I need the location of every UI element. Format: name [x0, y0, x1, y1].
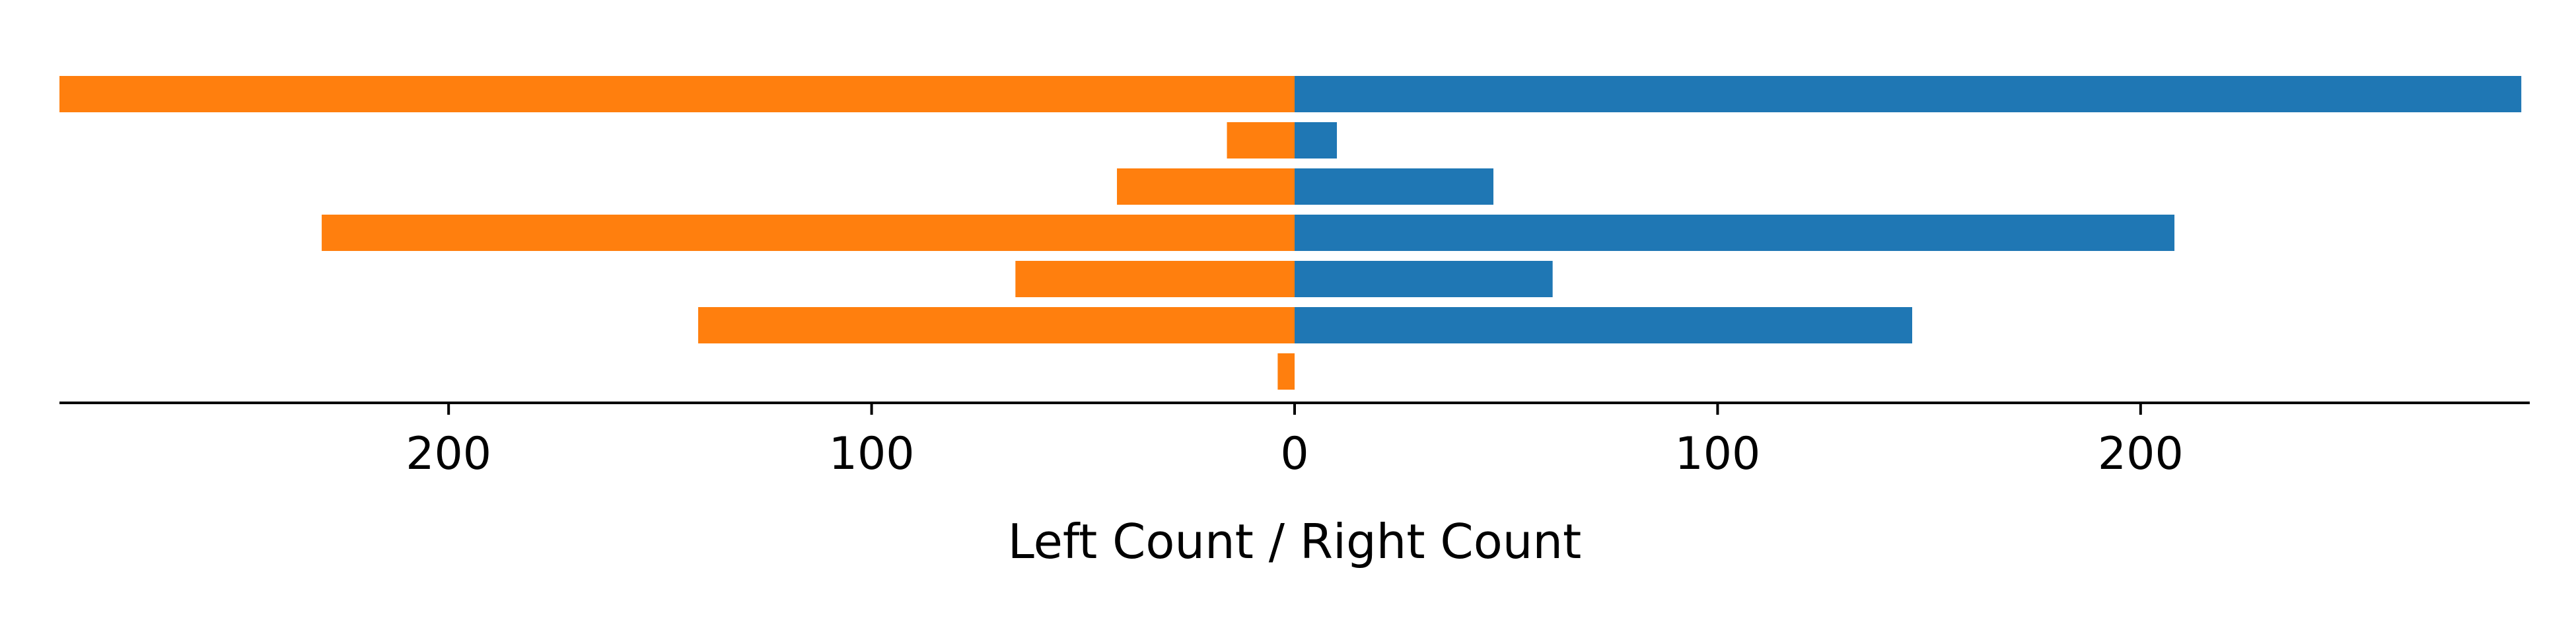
right-bar-1: [1295, 122, 1338, 158]
right-bar-5: [1295, 307, 1912, 343]
x-tick-label-1: 100: [829, 428, 915, 480]
left-bar-5: [698, 307, 1295, 343]
right-bar-2: [1295, 168, 1493, 205]
x-axis-label: Left Count / Right Count: [1008, 514, 1582, 569]
x-tick-label-3: 100: [1675, 428, 1761, 480]
right-bar-3: [1295, 215, 2175, 251]
x-tick-label-4: 200: [2098, 428, 2184, 480]
right-bar-4: [1295, 261, 1553, 297]
left-bar-6: [1277, 353, 1295, 390]
x-tick-label-2: 0: [1280, 428, 1308, 480]
x-ticks-group: 200 100 0 100 200: [406, 403, 2184, 480]
x-tick-label-0: 200: [406, 428, 491, 480]
left-bar-1: [1227, 122, 1295, 158]
left-bar-3: [322, 215, 1295, 251]
left-bar-2: [1117, 168, 1295, 205]
right-bar-0: [1295, 76, 2522, 112]
left-bar-4: [1015, 261, 1295, 297]
left-bar-0: [59, 76, 1295, 112]
bars-group: [59, 76, 2522, 390]
